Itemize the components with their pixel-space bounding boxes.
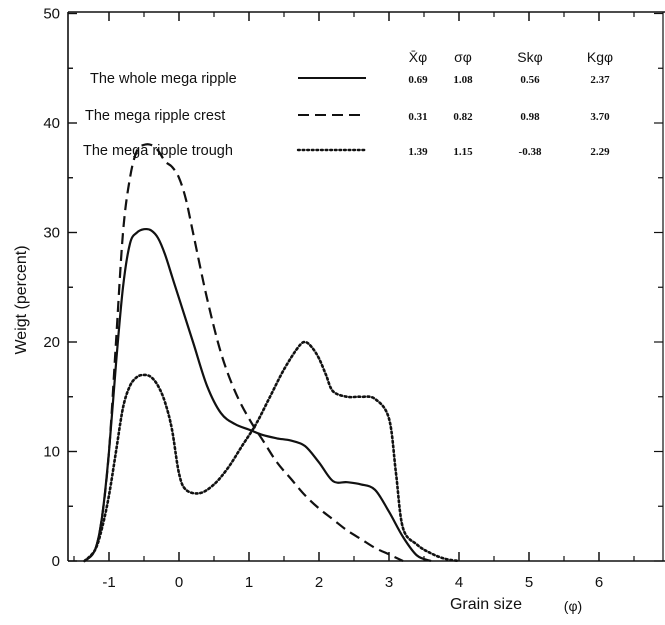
x-tick-label: 1 <box>245 574 253 591</box>
axes: -101234560102030405060 <box>43 6 665 591</box>
stat-value: 3.70 <box>590 111 610 123</box>
stat-value: 0.31 <box>408 111 427 123</box>
series-line-solid <box>83 227 432 563</box>
series-line-dotted <box>83 340 461 563</box>
series-line-dashed <box>83 143 404 562</box>
curves <box>83 143 461 563</box>
stat-header: σφ <box>454 49 472 65</box>
y-tick-label: 20 <box>43 334 60 351</box>
stat-header: Kgφ <box>587 49 613 65</box>
stat-header: X̄φ <box>409 49 427 65</box>
legend-label: The mega ripple trough <box>83 143 233 159</box>
stat-header: Skφ <box>517 49 542 65</box>
y-tick-label: 30 <box>43 225 60 242</box>
x-tick-label: 0 <box>175 574 183 591</box>
legend: X̄φ σφ Skφ Kgφ The whole mega ripple 0.69 1.08… <box>83 49 613 159</box>
x-axis-label: Grain size <box>450 596 522 613</box>
stat-value: 0.56 <box>520 74 540 86</box>
stat-value: 0.82 <box>453 111 473 123</box>
y-tick-label: 50 <box>43 6 60 23</box>
stat-value: 1.39 <box>408 146 428 158</box>
stat-value: -0.38 <box>519 146 542 158</box>
legend-label: The whole mega ripple <box>90 71 237 87</box>
stat-value: 2.29 <box>590 146 610 158</box>
x-tick-label: 6 <box>595 574 603 591</box>
stat-value: 1.08 <box>453 74 473 86</box>
y-tick-label: 0 <box>52 553 60 570</box>
stat-value: 0.98 <box>520 111 540 123</box>
x-tick-label: 2 <box>315 574 323 591</box>
y-axis-label: Weigt (percent) <box>13 245 30 354</box>
x-tick-label: 5 <box>525 574 533 591</box>
y-tick-label: 10 <box>43 444 60 461</box>
legend-label: The mega ripple crest <box>85 108 225 124</box>
stat-value: 2.37 <box>590 74 610 86</box>
x-axis-unit: (φ) <box>564 598 582 614</box>
y-tick-label: 40 <box>43 115 60 132</box>
x-tick-label: 4 <box>455 574 463 591</box>
stat-value: 1.15 <box>453 146 473 158</box>
stat-value: 0.69 <box>408 74 428 86</box>
x-tick-label: -1 <box>102 574 115 591</box>
x-tick-label: 3 <box>385 574 393 591</box>
